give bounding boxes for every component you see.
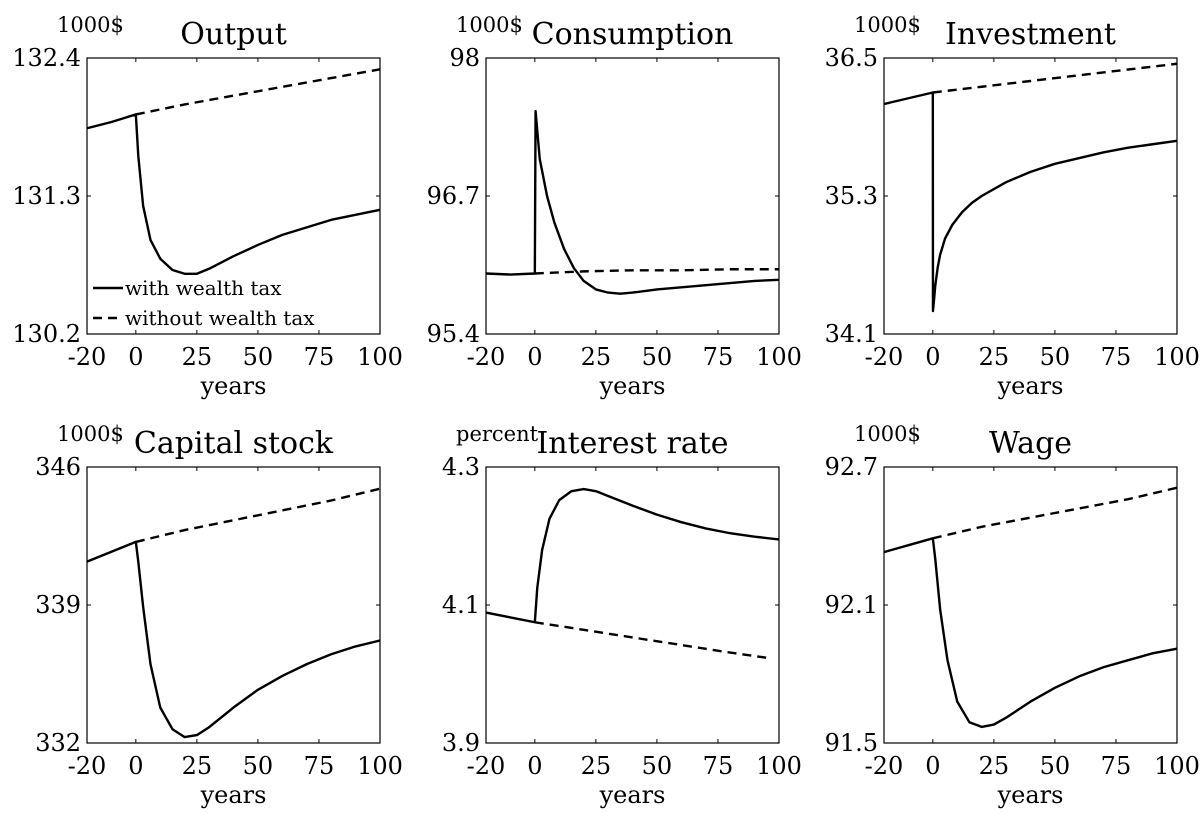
y-tick-label: 346 (35, 453, 81, 481)
x-axis-label: years (200, 372, 267, 400)
chart-title: Interest rate (536, 426, 728, 461)
y-tick-label: 98 (449, 44, 480, 72)
x-tick-label: -20 (865, 343, 904, 371)
x-tick-label: 50 (1040, 752, 1071, 780)
y-tick-label: 4.1 (442, 591, 480, 619)
x-tick-label: 25 (581, 752, 612, 780)
series-line-with-wealth-tax (883, 537, 1178, 729)
x-axis-label: years (200, 781, 267, 809)
y-tick-label: 4.3 (442, 453, 480, 481)
x-tick-label: 100 (756, 343, 802, 371)
x-tick-label: 75 (1101, 752, 1132, 780)
x-tick-label: 75 (1101, 343, 1132, 371)
chart-panel-6: -20 0 25 50 75 100 91.5 92.1 92.7 1000$ Wage years (825, 422, 1200, 809)
x-tick-label: 50 (243, 752, 274, 780)
x-tick-label: 25 (581, 343, 612, 371)
series-line-without-wealth-tax (932, 62, 1178, 94)
x-tick-label: 100 (756, 752, 802, 780)
plot-frame (86, 466, 381, 744)
y-tick-label: 92.7 (825, 453, 878, 481)
y-tick-label: 92.1 (825, 591, 878, 619)
x-tick-label: 100 (357, 343, 403, 371)
series-line-with-wealth-tax (883, 91, 1178, 313)
x-tick-label: 50 (642, 752, 673, 780)
legend-entry-label: without wealth tax (125, 306, 315, 330)
chart-title: Investment (945, 17, 1116, 52)
unit-label: 1000$ (854, 13, 921, 37)
x-tick-label: 100 (357, 752, 403, 780)
y-tick-label: 131.3 (12, 182, 81, 210)
unit-label: 1000$ (57, 13, 124, 37)
x-tick-label: 0 (128, 752, 143, 780)
x-tick-label: 50 (642, 343, 673, 371)
y-tick-label: 91.5 (825, 729, 878, 757)
series-line-with-wealth-tax (86, 540, 381, 739)
y-tick-label: 36.5 (825, 44, 878, 72)
x-axis-label: years (599, 781, 666, 809)
x-axis-label: years (997, 372, 1064, 400)
x-tick-label: 75 (304, 343, 335, 371)
x-tick-label: 75 (703, 752, 734, 780)
chart-panel-4: -20 0 25 50 75 100 332 339 346 1000$ Capital stock… (35, 422, 403, 809)
series-line-with-wealth-tax (86, 113, 381, 275)
x-tick-label: -20 (467, 343, 506, 371)
chart-panel-1: -20 0 25 50 75 100 130.2 131.3 132.4 1000$ Output y… (12, 13, 403, 400)
x-axis-label: years (599, 372, 666, 400)
y-tick-label: 332 (35, 729, 81, 757)
series-line-with-wealth-tax (485, 487, 780, 624)
chart-panel-3: -20 0 25 50 75 100 34.1 35.3 36.5 1000$ Investment… (825, 13, 1200, 400)
x-tick-label: 0 (527, 752, 542, 780)
legend: with wealth tax without wealth tax (93, 276, 315, 330)
x-tick-label: 25 (182, 752, 213, 780)
x-tick-label: 100 (1154, 343, 1200, 371)
series-line-without-wealth-tax (135, 487, 381, 544)
x-tick-label: 75 (304, 752, 335, 780)
chart-panel-2: -20 0 25 50 75 100 95.4 96.7 98 1000$ Consumption y… (427, 13, 802, 400)
y-tick-label: 132.4 (12, 44, 81, 72)
unit-label: 1000$ (456, 13, 523, 37)
series-line-without-wealth-tax (932, 486, 1178, 540)
series-line-with-wealth-tax (485, 109, 780, 295)
y-tick-label: 35.3 (825, 182, 878, 210)
x-tick-label: 75 (703, 343, 734, 371)
y-tick-label: 96.7 (427, 182, 480, 210)
y-tick-label: 95.4 (427, 320, 480, 348)
x-tick-label: 50 (1040, 343, 1071, 371)
y-tick-label: 339 (35, 591, 81, 619)
unit-label: 1000$ (57, 422, 124, 446)
x-tick-label: -20 (68, 752, 107, 780)
chart-title: Output (180, 17, 287, 52)
chart-title: Capital stock (134, 426, 334, 461)
x-tick-label: 0 (925, 343, 940, 371)
y-tick-label: 34.1 (825, 320, 878, 348)
x-tick-label: 25 (979, 343, 1010, 371)
plot-frame (485, 466, 780, 744)
x-tick-label: 25 (182, 343, 213, 371)
x-tick-label: 50 (243, 343, 274, 371)
chart-title: Wage (989, 426, 1072, 461)
x-tick-label: 0 (128, 343, 143, 371)
legend-entry-label: with wealth tax (125, 276, 282, 300)
series-line-without-wealth-tax (534, 268, 779, 275)
series-line-without-wealth-tax (534, 621, 770, 660)
x-tick-label: -20 (865, 752, 904, 780)
x-axis-label: years (997, 781, 1064, 809)
chart-title: Consumption (532, 17, 734, 52)
x-tick-label: -20 (68, 343, 107, 371)
x-tick-label: 100 (1154, 752, 1200, 780)
unit-label: percent (456, 422, 539, 446)
x-tick-label: -20 (467, 752, 506, 780)
y-tick-label: 3.9 (442, 729, 480, 757)
unit-label: 1000$ (854, 422, 921, 446)
x-tick-label: 0 (925, 752, 940, 780)
y-tick-label: 130.2 (12, 320, 81, 348)
series-line-without-wealth-tax (135, 68, 381, 116)
x-tick-label: 0 (527, 343, 542, 371)
x-tick-label: 25 (979, 752, 1010, 780)
plot-frame (883, 57, 1178, 335)
